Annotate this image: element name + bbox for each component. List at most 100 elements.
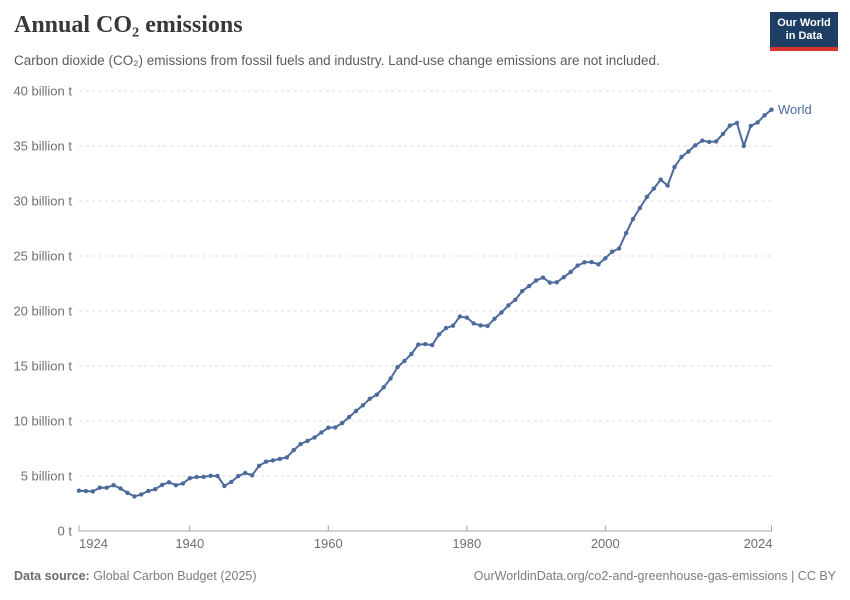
data-point-marker <box>201 474 206 480</box>
data-point-marker <box>471 321 476 326</box>
data-point-marker <box>139 492 144 497</box>
data-point-marker <box>263 459 269 464</box>
data-point-marker <box>610 249 615 254</box>
data-point-marker <box>568 269 573 275</box>
y-tick-label: 0 t <box>58 524 73 539</box>
data-point-marker <box>603 256 608 261</box>
data-point-marker <box>665 183 670 188</box>
x-tick-label: 1924 <box>79 536 108 551</box>
data-point-marker <box>236 473 241 479</box>
data-point-marker <box>478 323 483 328</box>
data-point-marker <box>464 315 469 320</box>
data-point-marker <box>430 342 435 348</box>
attribution-url: OurWorldinData.org/co2-and-greenhouse-ga… <box>473 569 836 583</box>
data-point-marker <box>97 485 103 490</box>
y-tick-label: 40 billion t <box>13 84 72 99</box>
data-point-marker <box>554 280 559 285</box>
data-point-marker <box>762 113 767 118</box>
data-point-marker <box>180 481 186 486</box>
data-point-marker <box>360 403 366 408</box>
data-point-marker <box>104 485 109 490</box>
data-point-marker <box>679 154 684 160</box>
data-point-marker <box>658 177 663 182</box>
data-point-marker <box>90 489 96 494</box>
data-point-marker <box>367 396 372 401</box>
data-point-marker <box>533 278 539 283</box>
data-point-marker <box>769 107 774 112</box>
data-point-marker <box>423 341 428 347</box>
data-point-marker <box>623 230 629 236</box>
data-point-marker <box>720 131 726 137</box>
data-point-marker <box>166 480 172 485</box>
data-point-marker <box>395 364 400 370</box>
data-point-marker <box>727 123 733 128</box>
x-tick-label: 2000 <box>591 536 620 551</box>
data-source: Data source: Global Carbon Budget (2025) <box>14 569 257 583</box>
data-point-marker <box>333 425 338 430</box>
data-point-marker <box>457 314 463 319</box>
data-point-marker <box>277 456 282 462</box>
data-point-marker <box>146 488 151 494</box>
data-point-marker <box>492 316 497 321</box>
y-tick-label: 5 billion t <box>21 469 73 484</box>
data-point-marker <box>222 483 227 489</box>
data-point-marker <box>596 262 601 267</box>
data-point-marker <box>125 490 130 496</box>
data-point-marker <box>208 473 213 478</box>
data-point-marker <box>83 488 89 494</box>
data-point-marker <box>436 332 442 337</box>
data-point-marker <box>485 323 490 329</box>
chart-subtitle: Carbon dioxide (CO₂) emissions from foss… <box>14 53 660 68</box>
data-point-marker <box>707 139 712 145</box>
data-point-marker <box>540 275 546 280</box>
y-tick-label: 15 billion t <box>13 359 72 374</box>
series-label-world: World <box>778 102 812 117</box>
data-point-marker <box>582 260 587 265</box>
data-source-label: Data source: <box>14 569 90 583</box>
data-point-marker <box>672 164 677 170</box>
page-title: Annual CO₂ emissions <box>14 12 243 38</box>
y-tick-label: 20 billion t <box>13 304 72 319</box>
data-point-marker <box>561 275 566 280</box>
data-point-marker <box>700 138 705 143</box>
data-point-marker <box>388 376 393 381</box>
data-point-marker <box>402 358 407 364</box>
x-tick-label: 1940 <box>175 536 204 551</box>
data-point-marker <box>118 486 123 491</box>
data-point-marker <box>305 438 310 444</box>
data-point-marker <box>173 483 179 488</box>
data-point-marker <box>734 120 740 126</box>
data-point-marker <box>443 325 449 331</box>
data-point-marker <box>616 246 622 251</box>
data-point-marker <box>270 458 276 463</box>
data-point-marker <box>215 473 220 479</box>
data-point-marker <box>153 487 158 492</box>
x-tick-label: 2024 <box>744 536 773 551</box>
data-point-marker <box>748 123 753 129</box>
data-point-marker <box>513 297 518 302</box>
data-point-marker <box>243 470 248 476</box>
data-point-marker <box>499 310 504 315</box>
y-tick-label: 10 billion t <box>13 414 72 429</box>
data-point-marker <box>450 323 456 328</box>
data-point-marker <box>589 259 594 265</box>
data-point-marker <box>159 482 165 488</box>
y-tick-label: 30 billion t <box>13 194 72 209</box>
data-point-marker <box>693 143 698 148</box>
data-point-marker <box>256 463 262 468</box>
data-point-marker <box>637 205 643 211</box>
x-tick-label: 1980 <box>452 536 481 551</box>
data-point-marker <box>194 474 199 480</box>
data-point-marker <box>353 408 359 414</box>
data-point-marker <box>111 483 116 488</box>
data-point-marker <box>76 488 82 493</box>
y-tick-label: 25 billion t <box>13 249 72 264</box>
data-point-marker <box>326 425 331 430</box>
data-point-marker <box>312 435 317 440</box>
data-point-marker <box>284 455 289 460</box>
data-point-marker <box>416 342 421 347</box>
data-point-marker <box>132 494 137 499</box>
data-point-marker <box>229 479 234 485</box>
